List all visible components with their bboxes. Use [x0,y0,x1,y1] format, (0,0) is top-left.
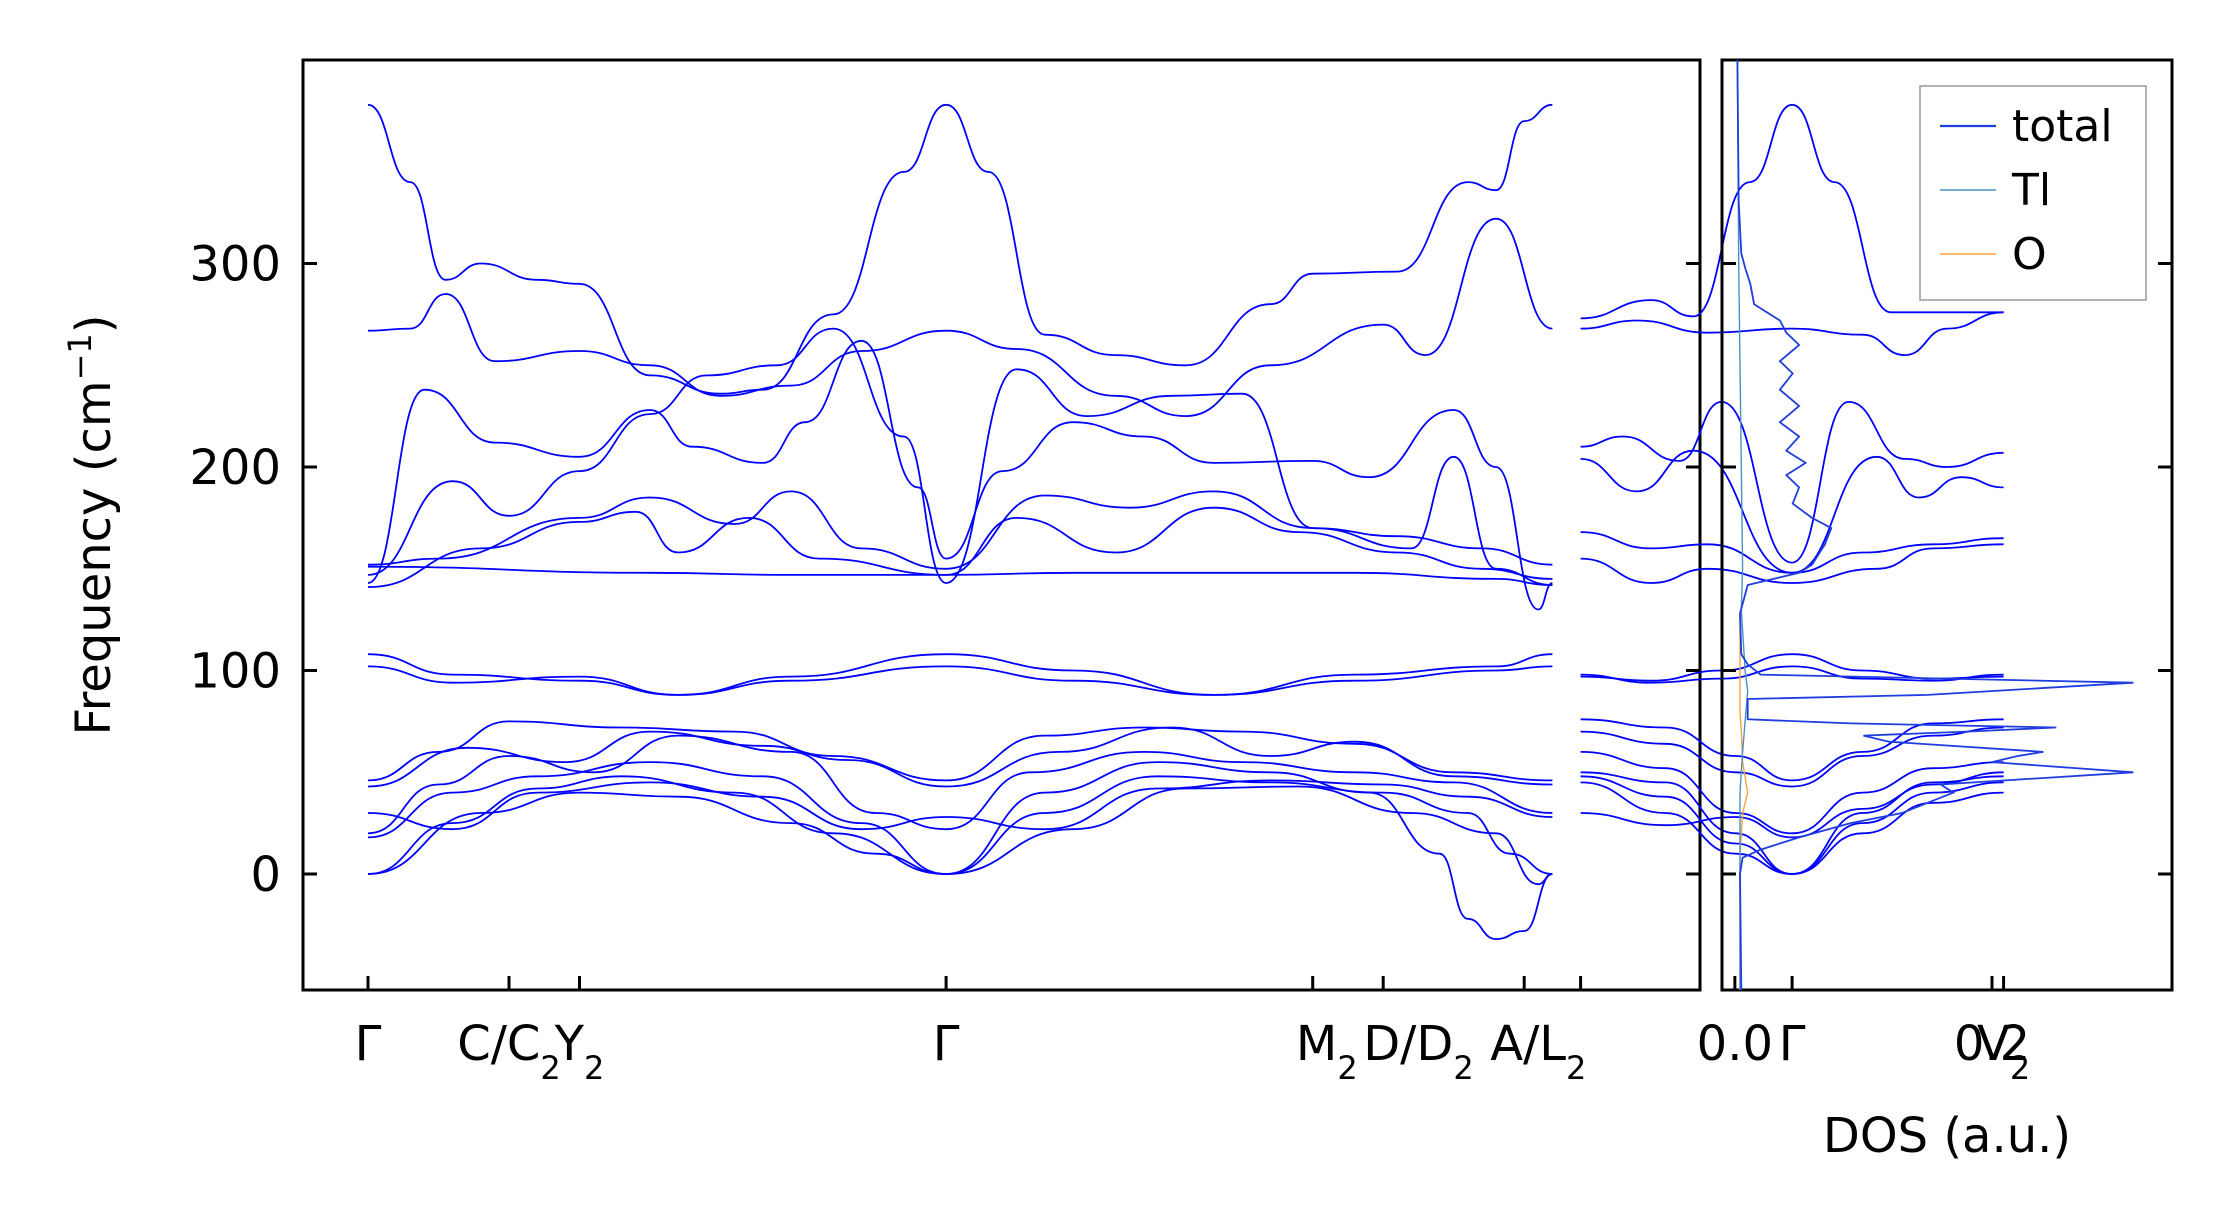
x-tick-label: C/C2 [457,1016,561,1087]
phonon-branch-1 [1580,103,2004,320]
phonon-branch-2 [367,217,1553,418]
x-tick-label: D/D2 [1363,1016,1473,1087]
phonon-branch-20 [1580,726,2004,788]
x-tick-label: Γ [355,1016,382,1072]
legend-frame [1919,85,2147,301]
phonon-branch-23 [367,761,1553,941]
band-lines [367,103,2004,941]
dos-series-total [1736,59,2134,991]
dos-series-O [1736,59,1833,990]
phonon-branch-9 [1580,531,2004,574]
band-panel-frame [301,58,1702,992]
phonon-branch-17 [367,720,1553,782]
phonon-branch-13 [367,653,1553,696]
phonon-branch-14 [1580,653,2004,682]
phonon-branch-27 [367,785,1553,886]
y-tick-label: 100 [189,644,281,700]
phonon-branch-18 [1580,718,2004,782]
phonon-branch-8 [367,490,1553,570]
dos-panel-frame [1720,58,2174,992]
phonon-branch-4 [367,339,1553,611]
phonon-branch-6 [367,327,1553,586]
phonon-branch-26 [1580,775,2004,875]
phonon-branch-11 [1580,543,2004,584]
y-tick-label: 0 [250,847,281,903]
legend-label-Tl: Tl [2011,165,2051,216]
dos-x-ticks: 0.0 0.2 [1697,976,2030,1072]
phonon-branch-22 [1580,751,2004,835]
dos-x-tick-label: 0.0 [1697,1016,1773,1072]
dos-lines [1736,59,2134,991]
phonon-branch-29 [367,779,1553,831]
x-tick-label: A/L2 [1490,1016,1586,1087]
phonon-branch-15 [367,665,1553,696]
y-tick-label: 300 [189,237,281,293]
y-axis-label: Frequency (cm−1) [61,314,122,735]
x-axis-label-dos: DOS (a.u.) [1823,1108,2071,1164]
phonon-branch-19 [367,726,1553,788]
legend-label-total: total [2012,101,2113,152]
phonon-branch-21 [367,734,1553,835]
x-tick-label: M2 [1296,1016,1358,1087]
x-tick-label: V2 [1977,1016,2030,1087]
phonon-branch-3 [1580,311,2004,357]
x-tick-label: Γ [1779,1016,1806,1072]
phonon-branch-30 [1580,771,2004,839]
dos-panel: 0.0 0.2 DOS (a.u.) total Tl O [1697,58,2174,1164]
x-tick-label: Γ [933,1016,960,1072]
phonon-branch-16 [1580,665,2004,684]
legend-label-O: O [2012,229,2047,280]
phonon-branch-28 [1580,781,2004,875]
dos-x-tick-label: 0.2 [1954,1016,2030,1072]
phonon-branch-25 [367,775,1553,875]
y-tick-label: 200 [189,440,281,496]
band-y-ticks: 0 100 200 300 [189,237,1700,903]
phonon-branch-7 [1580,449,2004,574]
phonon-branch-5 [1580,400,2004,564]
dos-y-ticks [1722,262,2172,876]
phonon-branch-12 [367,565,1553,586]
legend: total Tl O [1919,85,2147,301]
phonon-branch-0 [367,103,1553,395]
x-tick-label: Y2 [554,1016,605,1087]
dos-series-Tl [1736,59,1749,990]
